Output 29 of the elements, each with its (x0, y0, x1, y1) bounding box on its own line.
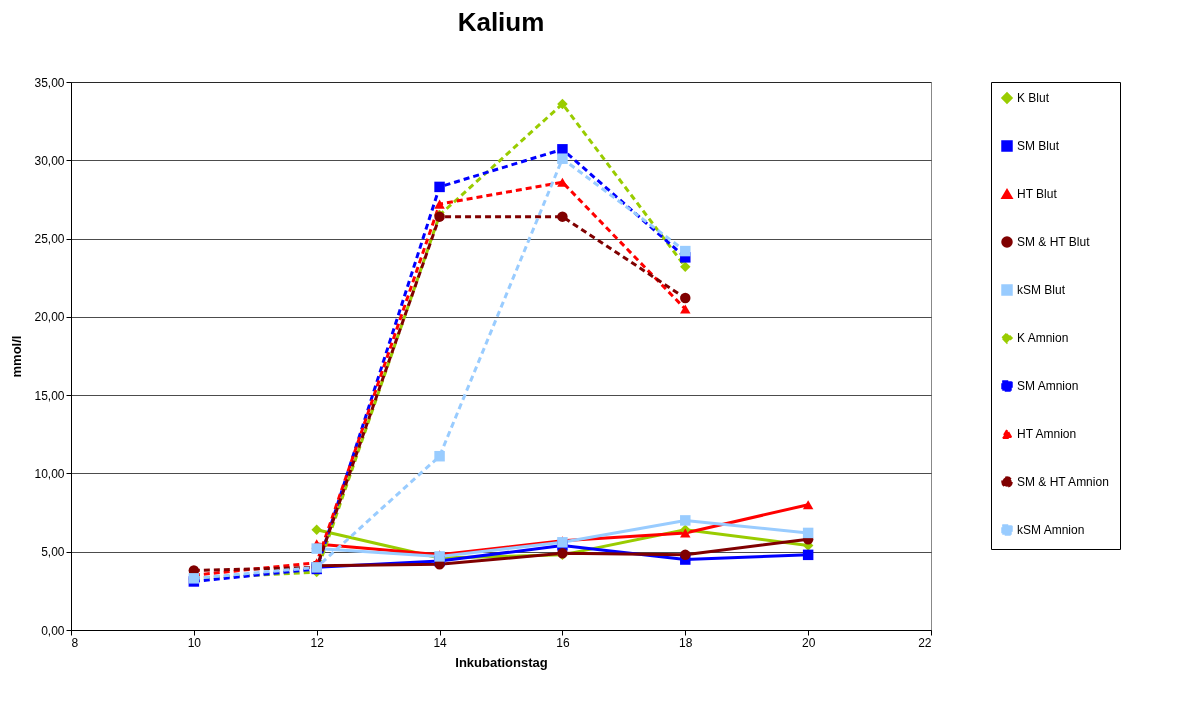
y-tick-label: 25,00 (34, 232, 65, 247)
x-tick-label: 8 (71, 635, 79, 650)
y-tick-label: 5,00 (41, 545, 65, 560)
x-tick-label: 12 (310, 635, 325, 650)
y-tick-label: 30,00 (34, 153, 65, 168)
y-tick-label: 20,00 (34, 310, 65, 325)
legend-label: K Amnion (1017, 331, 1069, 345)
legend-label: K Blut (1017, 91, 1050, 105)
x-tick-label: 18 (679, 635, 693, 650)
x-tick-label: 22 (918, 635, 932, 650)
y-tick-label: 35,00 (34, 75, 65, 90)
x-axis-title: Inkubationstag (455, 654, 548, 670)
legend-label: SM Amnion (1017, 379, 1079, 393)
x-tick-label: 14 (433, 635, 448, 650)
x-tick-label: 16 (556, 635, 570, 650)
legend-label: HT Amnion (1017, 427, 1077, 441)
legend-label: SM Blut (1017, 139, 1060, 153)
y-tick-label: 15,00 (34, 388, 65, 403)
y-tick-label: 0,00 (41, 623, 65, 638)
y-axis-title: mmol/l (9, 335, 25, 378)
x-tick-label: 10 (187, 635, 202, 650)
legend-label: kSM Blut (1017, 283, 1066, 297)
y-tick-label: 10,00 (34, 466, 65, 481)
legend-label: SM & HT Amnion (1017, 475, 1109, 489)
x-tick-label: 20 (801, 635, 816, 650)
legend-label: kSM Amnion (1017, 523, 1085, 537)
legend-label: HT Blut (1017, 187, 1058, 201)
legend-label: SM & HT Blut (1017, 235, 1091, 249)
chart-title: Kalium (457, 7, 545, 37)
